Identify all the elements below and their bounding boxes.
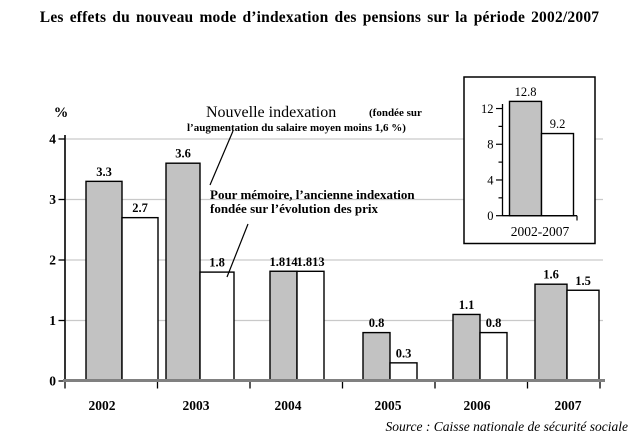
inset-bar-value-label-nouvelle: 12.8 <box>515 85 537 99</box>
y-tick-label-4: 4 <box>49 132 56 147</box>
bar-value-label-2005-ancienne: 0.3 <box>396 346 412 360</box>
inset-y-tick-label-12: 12 <box>481 102 494 116</box>
bar-value-label-2003-ancienne: 1.8 <box>209 256 225 270</box>
bar-value-label-2003-nouvelle: 3.6 <box>175 147 191 161</box>
inset-bar-value-label-ancienne: 9.2 <box>550 117 566 131</box>
source-note: Source : Caisse nationale de sécurité so… <box>385 419 628 434</box>
annotation-ancienne-line2: fondée sur l’évolution des prix <box>210 201 379 216</box>
x-tick-label-2002: 2002 <box>89 398 116 413</box>
inset-x-label: 2002-2007 <box>511 224 570 239</box>
bar-2007-nouvelle <box>534 283 568 382</box>
callout-line-ancienne <box>226 223 249 278</box>
annotation-nouvelle-indexation: Nouvelle indexation <box>206 104 336 121</box>
bar-value-label-2006-ancienne: 0.8 <box>486 316 502 330</box>
bar-2007-ancienne <box>566 289 600 382</box>
annotation-nouvelle-line2: l’augmentation du salaire moyen moins 1,… <box>187 122 406 134</box>
callout-line-nouvelle <box>209 130 234 186</box>
y-tick-label-2: 2 <box>49 253 56 268</box>
bar-2003-ancienne <box>199 271 235 382</box>
page-title: Les effets du nouveau mode d’indexation … <box>39 9 600 26</box>
annotation-nouvelle-paren: (fondée sur <box>369 107 422 119</box>
bar-value-label-2002-ancienne: 2.7 <box>132 201 148 215</box>
y-tick-label-1: 1 <box>49 313 56 328</box>
bar-2003-nouvelle <box>165 162 201 382</box>
x-tick-label-2007: 2007 <box>555 398 582 413</box>
bar-value-label-2007-nouvelle: 1.6 <box>543 268 559 282</box>
x-tick-label-2003: 2003 <box>183 398 210 413</box>
bar-2004-nouvelle <box>269 270 298 382</box>
bar-value-label-2005-nouvelle: 0.8 <box>369 316 385 330</box>
bar-value-label-2006-nouvelle: 1.1 <box>459 298 475 312</box>
bar-value-label-2004-ancienne: 1.813 <box>296 255 324 269</box>
inset-y-tick-label-8: 8 <box>487 138 493 152</box>
bar-value-label-2004-nouvelle: 1.814 <box>269 255 298 269</box>
bar-2002-ancienne <box>121 216 159 382</box>
bar-2006-nouvelle <box>452 313 481 382</box>
annotation-ancienne-line1: Pour mémoire, l’ancienne indexation <box>210 187 415 202</box>
inset-bar-nouvelle <box>508 100 543 217</box>
y-tick-label-0: 0 <box>49 374 56 389</box>
bar-2002-nouvelle <box>85 180 123 382</box>
x-tick-label-2004: 2004 <box>275 398 302 413</box>
bar-2004-ancienne <box>296 270 325 382</box>
bar-value-label-2007-ancienne: 1.5 <box>575 274 591 288</box>
y-tick-label-3: 3 <box>49 192 56 207</box>
bar-2005-nouvelle <box>362 331 391 382</box>
inset-bar-ancienne <box>540 132 575 217</box>
inset-y-tick-label-0: 0 <box>487 209 493 223</box>
x-tick-label-2006: 2006 <box>464 398 491 413</box>
inset-y-tick-label-4: 4 <box>487 173 494 187</box>
y-axis-title: % <box>54 105 69 121</box>
bar-value-label-2002-nouvelle: 3.3 <box>96 165 112 179</box>
bar-2006-ancienne <box>479 331 508 382</box>
bar-2005-ancienne <box>389 362 418 382</box>
x-tick-label-2005: 2005 <box>375 398 402 413</box>
